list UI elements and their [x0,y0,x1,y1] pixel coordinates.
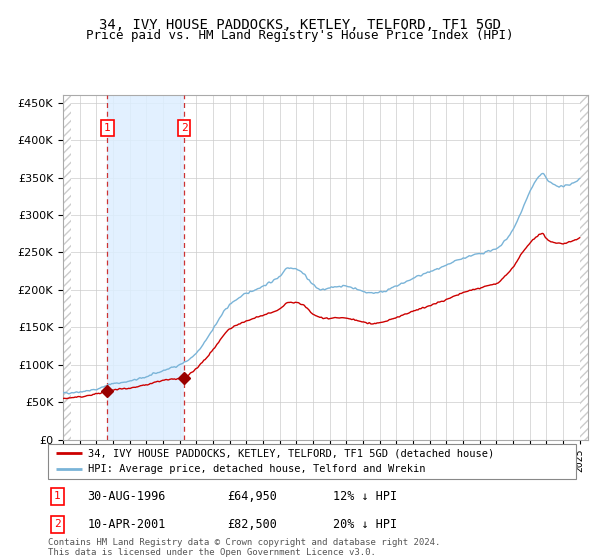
Text: 2: 2 [54,520,61,529]
Text: 34, IVY HOUSE PADDOCKS, KETLEY, TELFORD, TF1 5GD: 34, IVY HOUSE PADDOCKS, KETLEY, TELFORD,… [99,18,501,32]
Bar [580,95,589,440]
Text: 12% ↓ HPI: 12% ↓ HPI [333,490,397,503]
FancyBboxPatch shape [48,444,576,479]
Text: £64,950: £64,950 [227,490,277,503]
Text: 10-APR-2001: 10-APR-2001 [88,518,166,531]
Text: 30-AUG-1996: 30-AUG-1996 [88,490,166,503]
Text: 1: 1 [54,492,61,501]
Text: HPI: Average price, detached house, Telford and Wrekin: HPI: Average price, detached house, Telf… [88,464,425,474]
Text: 2: 2 [181,123,188,133]
Text: 1: 1 [104,123,111,133]
Text: Price paid vs. HM Land Registry's House Price Index (HPI): Price paid vs. HM Land Registry's House … [86,29,514,42]
Bar [107,95,184,440]
Text: 20% ↓ HPI: 20% ↓ HPI [333,518,397,531]
Text: 34, IVY HOUSE PADDOCKS, KETLEY, TELFORD, TF1 5GD (detached house): 34, IVY HOUSE PADDOCKS, KETLEY, TELFORD,… [88,449,494,459]
Text: £82,500: £82,500 [227,518,277,531]
Bar [63,95,71,440]
Text: Contains HM Land Registry data © Crown copyright and database right 2024.
This d: Contains HM Land Registry data © Crown c… [48,538,440,557]
